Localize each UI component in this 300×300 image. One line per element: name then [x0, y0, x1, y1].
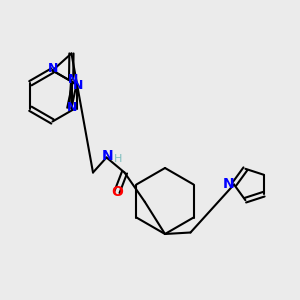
Text: N: N: [223, 177, 234, 191]
Text: H: H: [114, 154, 122, 164]
Text: N: N: [67, 101, 77, 114]
Text: N: N: [102, 149, 114, 163]
Text: N: N: [68, 73, 78, 86]
Text: N: N: [48, 61, 59, 75]
Text: N: N: [72, 79, 83, 92]
Text: O: O: [111, 185, 123, 199]
